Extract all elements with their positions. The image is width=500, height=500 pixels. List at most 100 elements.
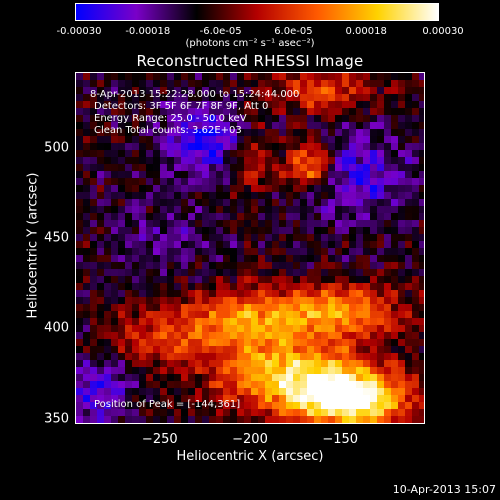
heatmap-cell bbox=[258, 241, 266, 249]
heatmap-cell bbox=[328, 122, 336, 130]
heatmap-cell bbox=[230, 318, 238, 326]
heatmap-cell bbox=[125, 122, 133, 130]
heatmap-cell bbox=[97, 157, 105, 165]
heatmap-cell bbox=[195, 360, 203, 368]
heatmap-cell bbox=[223, 171, 231, 179]
heatmap-cell bbox=[244, 395, 252, 403]
heatmap-cell bbox=[307, 388, 315, 396]
heatmap-cell bbox=[279, 248, 287, 256]
heatmap-cell bbox=[174, 227, 182, 235]
heatmap-cell bbox=[377, 409, 385, 417]
heatmap-cell bbox=[83, 318, 91, 326]
heatmap-cell bbox=[391, 164, 399, 172]
heatmap-cell bbox=[97, 311, 105, 319]
heatmap-cell bbox=[146, 129, 154, 137]
heatmap-cell bbox=[293, 234, 301, 242]
heatmap-cell bbox=[223, 108, 231, 116]
heatmap-cell bbox=[363, 318, 371, 326]
heatmap-cell bbox=[230, 129, 238, 137]
heatmap-cell bbox=[132, 374, 140, 382]
heatmap-cell bbox=[153, 129, 161, 137]
heatmap-cell bbox=[363, 290, 371, 298]
heatmap-cell bbox=[391, 143, 399, 151]
heatmap-cell bbox=[272, 346, 280, 354]
heatmap-cell bbox=[258, 122, 266, 130]
heatmap-cell bbox=[391, 248, 399, 256]
heatmap-cell bbox=[342, 381, 350, 389]
heatmap-cell bbox=[97, 178, 105, 186]
heatmap-cell bbox=[160, 353, 168, 361]
heatmap-cell bbox=[76, 423, 84, 424]
heatmap-cell bbox=[195, 122, 203, 130]
heatmap-cell bbox=[328, 346, 336, 354]
heatmap-cell bbox=[321, 297, 329, 305]
heatmap-cell bbox=[258, 409, 266, 417]
heatmap-cell bbox=[349, 360, 357, 368]
heatmap-cell bbox=[370, 157, 378, 165]
heatmap-cell bbox=[356, 94, 364, 102]
heatmap-cell bbox=[244, 423, 252, 424]
heatmap-cell bbox=[237, 122, 245, 130]
heatmap-cell bbox=[356, 185, 364, 193]
heatmap-cell bbox=[132, 241, 140, 249]
heatmap-cell bbox=[272, 129, 280, 137]
heatmap-cell bbox=[195, 164, 203, 172]
heatmap-cell bbox=[167, 423, 175, 424]
heatmap-cell bbox=[251, 101, 259, 109]
heatmap-cell bbox=[202, 136, 210, 144]
heatmap-cell bbox=[118, 129, 126, 137]
heatmap-cell bbox=[111, 423, 119, 424]
heatmap-cell bbox=[377, 178, 385, 186]
heatmap-cell bbox=[377, 367, 385, 375]
heatmap-cell bbox=[279, 409, 287, 417]
heatmap-cell bbox=[188, 332, 196, 340]
heatmap-cell bbox=[160, 416, 168, 423]
heatmap-cell bbox=[377, 276, 385, 284]
heatmap-cell bbox=[230, 199, 238, 207]
heatmap-cell bbox=[328, 213, 336, 221]
heatmap-cell bbox=[90, 416, 98, 423]
heatmap-cell bbox=[300, 206, 308, 214]
heatmap-cell bbox=[153, 213, 161, 221]
heatmap-cell bbox=[97, 423, 105, 424]
heatmap-cell bbox=[384, 381, 392, 389]
heatmap-cell bbox=[335, 206, 343, 214]
heatmap-cell bbox=[335, 332, 343, 340]
heatmap-cell bbox=[419, 332, 424, 340]
heatmap-cell bbox=[174, 80, 182, 88]
heatmap-cell bbox=[279, 311, 287, 319]
heatmap-cell bbox=[419, 402, 424, 410]
heatmap-cell bbox=[349, 248, 357, 256]
heatmap-cell bbox=[384, 199, 392, 207]
heatmap-cell bbox=[90, 178, 98, 186]
heatmap-cell bbox=[258, 255, 266, 263]
heatmap-cell bbox=[272, 101, 280, 109]
heatmap-cell bbox=[160, 269, 168, 277]
heatmap-cell bbox=[272, 192, 280, 200]
heatmap-cell bbox=[139, 381, 147, 389]
heatmap-cell bbox=[293, 332, 301, 340]
heatmap-cell bbox=[335, 122, 343, 130]
heatmap-cell bbox=[251, 360, 259, 368]
heatmap-cell bbox=[167, 311, 175, 319]
heatmap-cell bbox=[293, 353, 301, 361]
heatmap-cell bbox=[272, 318, 280, 326]
annotation-clean-counts: Clean Total counts: 3.62E+03 bbox=[94, 125, 242, 136]
heatmap-cell bbox=[258, 276, 266, 284]
heatmap-cell bbox=[328, 276, 336, 284]
heatmap-cell bbox=[104, 129, 112, 137]
heatmap-cell bbox=[398, 409, 406, 417]
heatmap-cell bbox=[356, 220, 364, 228]
heatmap-cell bbox=[76, 311, 84, 319]
heatmap-cell bbox=[104, 164, 112, 172]
heatmap-cell bbox=[279, 325, 287, 333]
heatmap-cell bbox=[97, 304, 105, 312]
heatmap-cell bbox=[216, 339, 224, 347]
heatmap-cell bbox=[377, 206, 385, 214]
heatmap-cell bbox=[174, 143, 182, 151]
heatmap-cell bbox=[363, 227, 371, 235]
heatmap-cell bbox=[118, 346, 126, 354]
heatmap-cell bbox=[265, 374, 273, 382]
heatmap-cell bbox=[167, 367, 175, 375]
x-tick-label: −200 bbox=[232, 432, 268, 447]
